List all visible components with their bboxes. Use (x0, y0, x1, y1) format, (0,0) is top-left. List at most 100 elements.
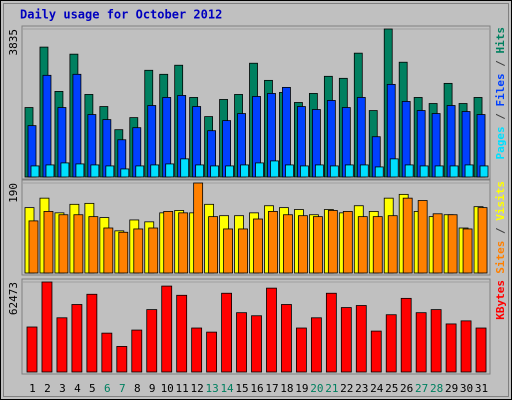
bar (41, 281, 53, 373)
legend-entry: Hits (494, 27, 507, 54)
x-tick-label: 29 (445, 382, 458, 395)
bar (90, 164, 100, 178)
bar (314, 164, 324, 178)
bar (238, 228, 248, 274)
bar (329, 165, 339, 178)
legend-entry: Visits (494, 181, 507, 221)
bar (150, 164, 160, 178)
bar (464, 164, 474, 178)
bar (357, 216, 368, 274)
bar (120, 168, 130, 178)
bar (75, 163, 85, 178)
bar (210, 165, 220, 178)
legend-separator: / (494, 54, 507, 74)
bar (103, 227, 114, 274)
bar (372, 216, 383, 274)
bar (223, 228, 233, 274)
bar (193, 182, 204, 274)
x-tick-label: 11 (176, 382, 189, 395)
bar (283, 214, 293, 274)
x-tick-label: 9 (149, 382, 156, 395)
y-tick-label: 190 (7, 183, 20, 203)
bar (180, 158, 190, 178)
bar (116, 346, 128, 373)
bar (253, 218, 263, 274)
bar (310, 317, 322, 373)
bar (251, 315, 262, 373)
bar (285, 164, 294, 178)
bar (296, 327, 307, 373)
bar (221, 292, 232, 373)
bar (73, 214, 84, 274)
legend-separator: / (494, 107, 507, 127)
bar (432, 213, 443, 274)
bar (58, 214, 69, 274)
x-tick-label: 21 (325, 382, 338, 395)
bar (342, 211, 353, 274)
x-tick-label: 12 (191, 382, 204, 395)
x-tick-label: 27 (415, 382, 428, 395)
bar (161, 285, 173, 373)
bar (45, 164, 55, 178)
chart-title: Daily usage for October 2012 (20, 8, 222, 22)
bar (178, 212, 189, 274)
bar (477, 207, 488, 274)
bar (101, 332, 113, 373)
bar (270, 160, 279, 178)
bar (326, 100, 336, 178)
x-tick-label: 16 (250, 382, 263, 395)
bar (355, 305, 367, 373)
x-tick-label: 17 (265, 382, 278, 395)
bar (479, 165, 489, 178)
bar (191, 327, 203, 373)
bar (255, 162, 264, 178)
bar (419, 165, 429, 178)
bar (176, 294, 188, 373)
x-tick-label: 19 (295, 382, 308, 395)
bar (359, 164, 369, 178)
bar (282, 86, 291, 178)
bar (60, 162, 70, 178)
bar (404, 164, 414, 178)
x-tick-label: 23 (355, 382, 368, 395)
bar (268, 211, 278, 274)
bar (445, 323, 457, 373)
legend-entry: KBytes (494, 280, 507, 320)
x-tick-label: 10 (161, 382, 174, 395)
bar (118, 231, 129, 274)
x-tick-label: 3 (59, 382, 66, 395)
bar (30, 165, 40, 178)
x-tick-label: 25 (385, 382, 398, 395)
bar (131, 329, 143, 373)
bar (344, 164, 354, 178)
legend: KBytes (494, 280, 507, 320)
bar (325, 292, 337, 373)
legend-entry: Pages (494, 126, 507, 159)
bar (374, 166, 384, 178)
bar (449, 165, 459, 178)
legend-entry: Files (494, 73, 507, 106)
bar (281, 304, 292, 373)
bar (370, 330, 382, 373)
bar (475, 327, 487, 373)
bar (71, 304, 83, 373)
bar (225, 165, 234, 178)
bar (434, 165, 444, 178)
x-tick-label: 20 (310, 382, 323, 395)
bar (105, 165, 115, 178)
bar (417, 200, 428, 274)
legend-entry: Sites (494, 241, 507, 274)
legend: Pages / Files / Hits (494, 27, 507, 160)
bar (236, 312, 247, 373)
x-tick-label: 2 (44, 382, 51, 395)
bar (206, 331, 218, 373)
x-tick-label: 31 (475, 382, 488, 395)
y-tick-label: 3835 (7, 29, 20, 56)
inner-frame (3, 3, 509, 397)
x-tick-label: 24 (370, 382, 384, 395)
bar (86, 293, 98, 373)
bar (88, 216, 99, 274)
x-tick-label: 18 (280, 382, 293, 395)
bar (389, 158, 399, 178)
bar (146, 309, 158, 373)
